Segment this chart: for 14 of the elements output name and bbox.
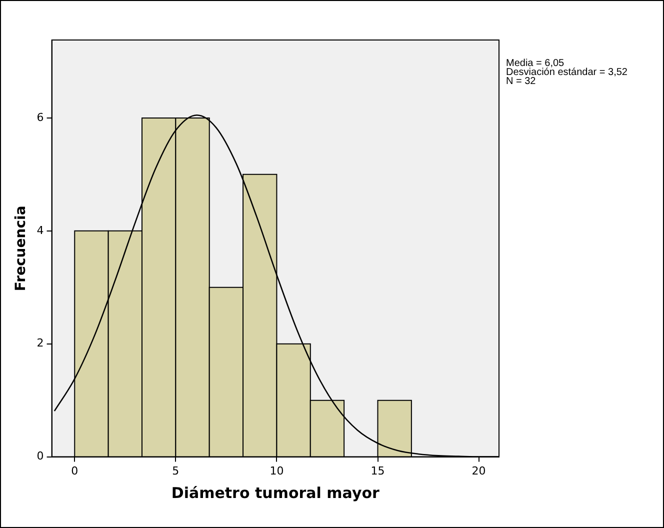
x-tick-label: 5: [172, 464, 180, 478]
y-tick-label: 2: [36, 336, 44, 350]
y-tick-label: 0: [36, 450, 44, 463]
text: N = 32: [506, 76, 537, 87]
x-axis-title: Diámetro tumoral mayor: [171, 484, 380, 502]
y-tick-label: 6: [36, 110, 44, 124]
text: Desviación estándar = 3,52: [506, 67, 628, 78]
y-axis-title: Frecuencia: [13, 206, 30, 292]
x-tick-label: 0: [71, 464, 78, 478]
x-tick-label: 10: [270, 464, 284, 478]
y-tick-label: 4: [36, 224, 44, 237]
text: Media = 6,05: [506, 58, 564, 69]
x-tick-label: 20: [472, 464, 486, 478]
x-tick-label: 15: [370, 464, 385, 478]
